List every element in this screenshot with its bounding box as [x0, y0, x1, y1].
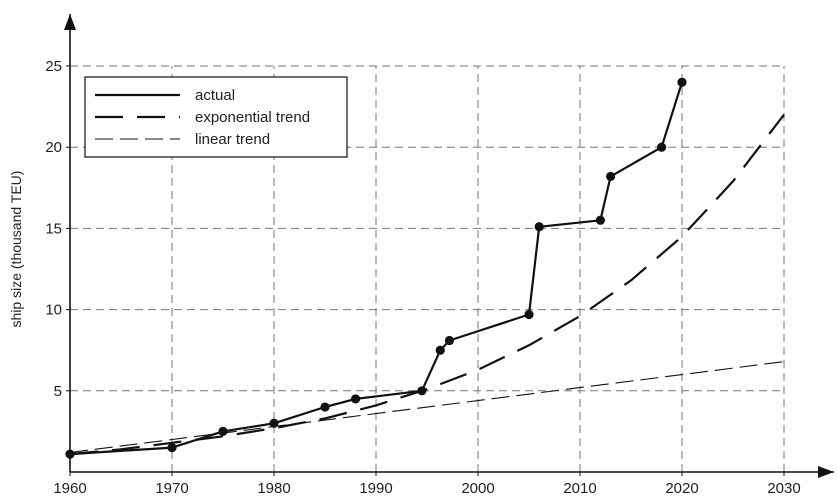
data-point [657, 143, 666, 152]
data-point [445, 336, 454, 345]
series-line-exponential-trend [70, 115, 784, 454]
data-point [535, 222, 544, 231]
data-point [269, 419, 278, 428]
data-point [417, 386, 426, 395]
data-point [677, 78, 686, 87]
x-tick-label: 2030 [767, 480, 800, 497]
data-point [596, 216, 605, 225]
y-axis-label: ship size (thousand TEU) [8, 171, 24, 328]
x-tick-label: 2000 [461, 480, 494, 497]
y-tick-label: 10 [45, 302, 62, 319]
x-tick-label: 1960 [53, 480, 86, 497]
y-tick-label: 15 [45, 220, 62, 237]
data-point [218, 427, 227, 436]
x-tick-label: 2010 [563, 480, 596, 497]
x-tick-label: 1990 [359, 480, 392, 497]
legend: actual exponential trend linear trend [85, 77, 347, 157]
legend-label: linear trend [195, 131, 270, 148]
x-tick-label: 1970 [155, 480, 188, 497]
y-tick-label: 25 [45, 58, 62, 75]
data-point [351, 394, 360, 403]
series-line-linear-trend [70, 362, 784, 453]
data-point [606, 172, 615, 181]
y-tick-label: 20 [45, 139, 62, 156]
x-tick-label: 1980 [257, 480, 290, 497]
data-point [167, 443, 176, 452]
data-point [436, 346, 445, 355]
data-point [524, 310, 533, 319]
legend-label: exponential trend [195, 109, 310, 126]
x-tick-label: 2020 [665, 480, 698, 497]
data-point [320, 402, 329, 411]
legend-label: actual [195, 87, 235, 104]
y-tick-label: 5 [54, 383, 62, 400]
